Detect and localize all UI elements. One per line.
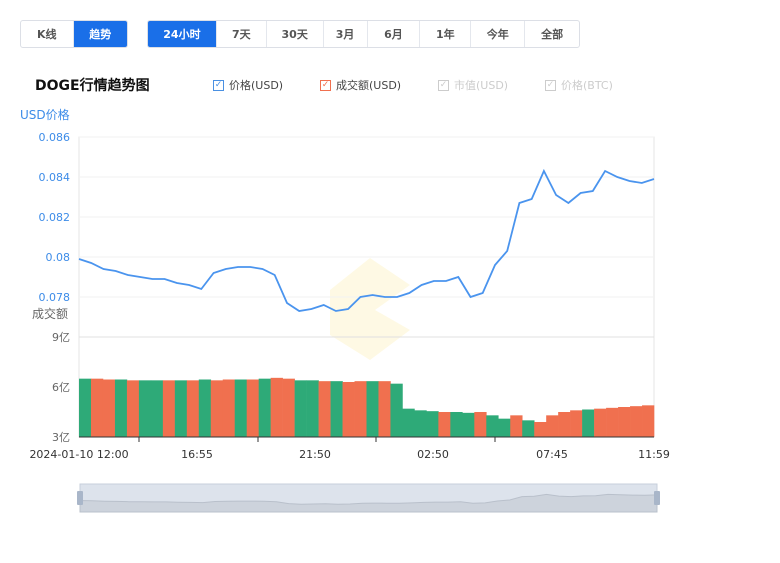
- volume-bar: [222, 379, 236, 437]
- range-7[interactable]: 全部: [541, 28, 564, 41]
- watermark-logo: [330, 258, 410, 360]
- volume-bar: [642, 405, 655, 437]
- legend-label: 成交额(USD): [336, 79, 402, 92]
- checkbox-icon[interactable]: ✓: [213, 79, 224, 91]
- legend-item-0[interactable]: ✓ 价格(USD): [213, 77, 283, 93]
- volume-bar: [570, 410, 583, 437]
- legend-label: 市值(USD): [454, 79, 509, 92]
- volume-bar: [114, 379, 128, 437]
- volume-bar: [594, 408, 607, 437]
- volume-bar: [366, 381, 379, 437]
- mode-toggle: K线 趋势: [20, 20, 128, 48]
- volume-axis-label: 成交额: [32, 306, 68, 321]
- x-tick: 2024-01-10 12:00: [29, 448, 128, 461]
- volume-bar: [330, 381, 343, 437]
- volume-bar: [462, 412, 475, 437]
- volume-bar: [282, 378, 295, 437]
- range-6[interactable]: 今年: [471, 21, 526, 47]
- volume-bar: [342, 382, 355, 437]
- volume-bar: [246, 379, 259, 437]
- volume-bar: [90, 378, 104, 437]
- price-tick: 0.078: [39, 291, 71, 304]
- volume-tick: 9亿: [52, 331, 70, 344]
- volume-bar: [522, 420, 535, 437]
- price-tick: 0.08: [46, 251, 71, 264]
- checkbox-icon[interactable]: ✓: [438, 79, 449, 91]
- range-0[interactable]: 24小时: [148, 21, 217, 47]
- x-tick: 07:45: [536, 448, 568, 461]
- checkbox-icon[interactable]: ✓: [320, 79, 331, 91]
- volume-bar: [498, 418, 511, 437]
- volume-bar: [138, 380, 152, 437]
- volume-bar: [390, 383, 403, 437]
- legend-item-2[interactable]: ✓ 市值(USD): [438, 77, 508, 93]
- range-4[interactable]: 6月: [368, 21, 421, 47]
- x-tick: 02:50: [417, 448, 449, 461]
- legend-item-3[interactable]: ✓ 价格(BTC): [545, 77, 613, 93]
- price-line: [78, 168, 655, 312]
- volume-bar: [546, 415, 559, 437]
- legend-item-1[interactable]: ✓ 成交额(USD): [320, 77, 401, 93]
- volume-bar: [414, 410, 427, 437]
- volume-bar: [630, 406, 643, 437]
- volume-bar: [438, 412, 451, 437]
- volume-bar: [402, 408, 415, 437]
- range-3[interactable]: 3月: [324, 21, 368, 47]
- x-tick: 11:59: [638, 448, 670, 461]
- price-tick: 0.082: [39, 211, 71, 224]
- volume-bar: [318, 381, 331, 437]
- price-axis-label: USD价格: [20, 107, 70, 122]
- range-selector: 24小时 7天 30天 3月 6月 1年 今年 全部: [147, 20, 580, 48]
- volume-bar: [270, 377, 283, 437]
- volume-bar: [534, 422, 547, 437]
- data-zoom-handle[interactable]: [654, 491, 660, 505]
- volume-tick: 3亿: [52, 431, 70, 444]
- x-tick: 21:50: [299, 448, 331, 461]
- volume-bar: [474, 412, 487, 437]
- checkbox-icon[interactable]: ✓: [545, 79, 556, 91]
- volume-bar: [234, 379, 248, 437]
- volume-bar: [606, 407, 619, 437]
- volume-bar: [102, 379, 116, 437]
- price-tick: 0.086: [39, 131, 71, 144]
- volume-bar: [618, 407, 631, 437]
- range-5[interactable]: 1年: [420, 21, 472, 47]
- volume-bar: [558, 412, 571, 437]
- volume-bar: [258, 378, 271, 437]
- x-tick: 16:55: [181, 448, 213, 461]
- volume-bar: [150, 380, 164, 437]
- volume-bar: [174, 380, 188, 437]
- volume-bar: [306, 380, 319, 437]
- volume-bar: [294, 380, 307, 437]
- volume-bar: [126, 380, 140, 437]
- volume-bar: [354, 381, 367, 437]
- volume-bar: [582, 409, 595, 437]
- volume-bar: [378, 381, 391, 437]
- legend-label: 价格(BTC): [561, 79, 613, 92]
- data-zoom-handle[interactable]: [77, 491, 83, 505]
- legend-label: 价格(USD): [229, 79, 284, 92]
- volume-bar: [426, 411, 439, 437]
- volume-tick: 6亿: [52, 381, 70, 394]
- volume-bar: [450, 412, 463, 437]
- range-1[interactable]: 7天: [217, 21, 267, 47]
- chart-title: DOGE行情趋势图: [35, 78, 150, 94]
- price-tick: 0.084: [39, 171, 71, 184]
- data-zoom-preview: [79, 493, 658, 513]
- range-2[interactable]: 30天: [267, 21, 324, 47]
- mode-trend[interactable]: 趋势: [73, 21, 127, 47]
- volume-bar: [486, 415, 499, 437]
- volume-bar: [186, 380, 200, 437]
- volume-bar: [79, 378, 92, 437]
- volume-bar: [198, 379, 212, 437]
- volume-bar: [210, 380, 224, 437]
- volume-bar: [162, 380, 176, 437]
- volume-bar: [510, 415, 523, 437]
- mode-kline[interactable]: K线: [21, 21, 74, 47]
